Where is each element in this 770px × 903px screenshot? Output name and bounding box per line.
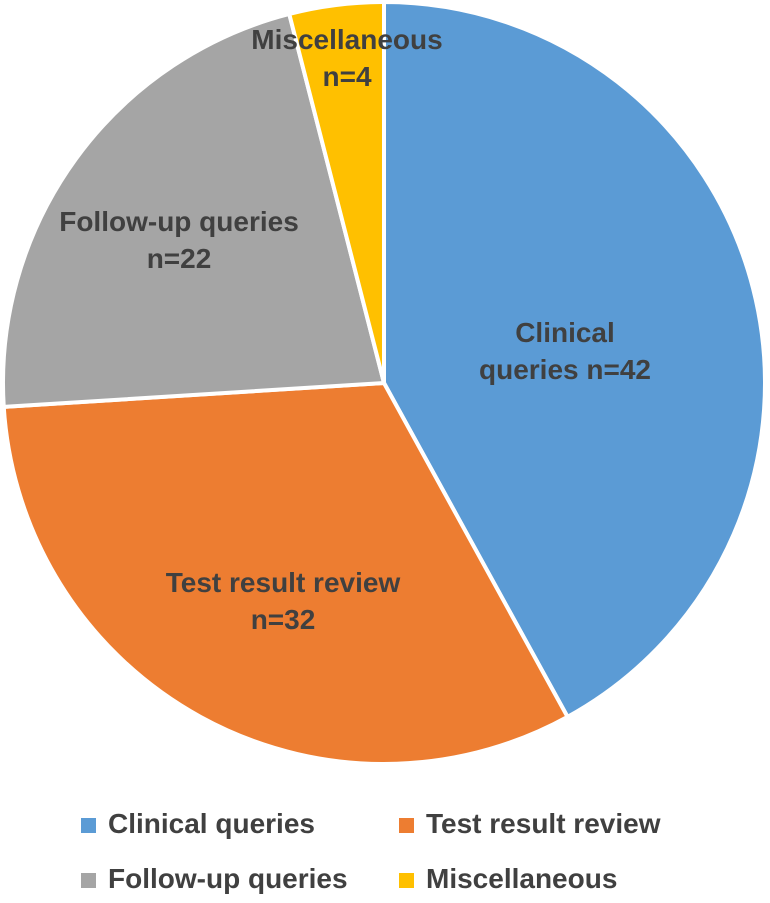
pie-chart (1, 0, 767, 766)
pie-slice-follow-up-queries (1, 11, 386, 409)
legend-item-test-result-review: Test result review (399, 803, 660, 845)
pie-slice-clinical-queries (382, 0, 767, 719)
pie-slice-test-result-review (1, 381, 570, 766)
legend-swatch-blue-icon (81, 817, 96, 833)
legend-label: Follow-up queries (108, 863, 348, 894)
legend-label: Miscellaneous (426, 863, 618, 894)
legend-item-follow-up-queries: Follow-up queries (81, 858, 399, 900)
legend-item-miscellaneous: Miscellaneous (399, 858, 660, 900)
legend: Clinical queries Test result review Foll… (81, 803, 660, 900)
legend-swatch-yellow-icon (399, 872, 414, 888)
legend-swatch-orange-icon (399, 817, 414, 833)
legend-swatch-gray-icon (81, 872, 96, 888)
pie-slice-miscellaneous (287, 0, 386, 385)
legend-label: Test result review (426, 808, 661, 839)
legend-item-clinical-queries: Clinical queries (81, 803, 399, 845)
legend-label: Clinical queries (108, 808, 315, 839)
